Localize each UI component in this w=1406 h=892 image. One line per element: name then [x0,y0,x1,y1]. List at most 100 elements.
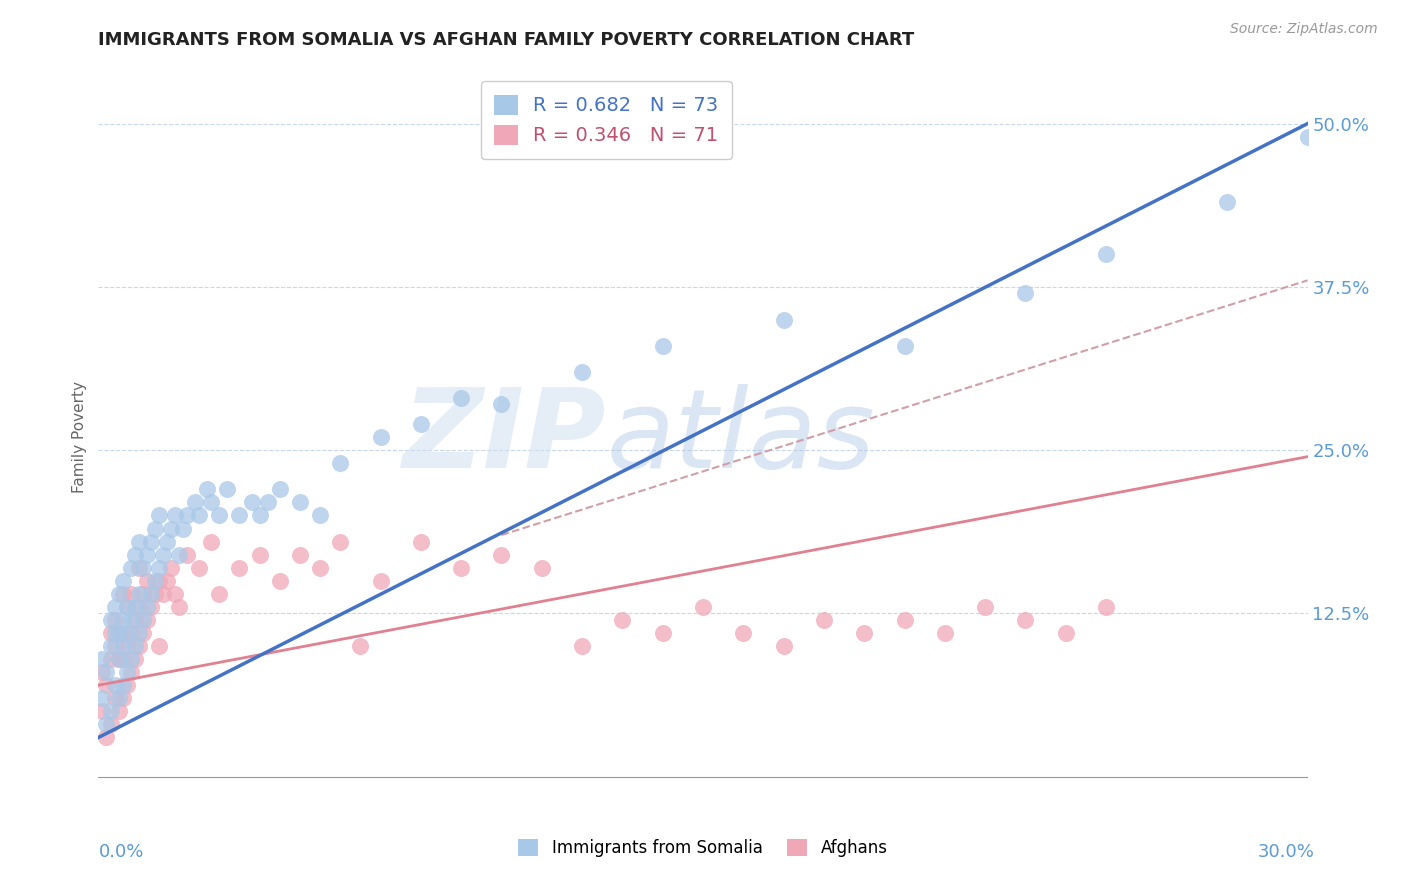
Point [107,652,129,666]
Point [103,678,125,692]
Point [651,626,673,640]
Point [100,705,122,719]
Point [111,639,134,653]
Point [249,508,271,523]
Point [111,587,134,601]
Point [115,678,138,692]
Point [1216,194,1239,209]
Point [148,639,170,653]
Point [893,339,915,353]
Point [135,548,157,562]
Point [132,587,155,601]
Point [124,548,146,562]
Point [571,639,593,653]
Point [200,534,222,549]
Point [152,548,174,562]
Text: atlas: atlas [606,384,875,491]
Point [217,483,239,497]
Point [96,731,118,745]
Point [115,599,138,614]
Point [450,391,472,405]
Point [115,626,138,640]
Point [100,652,122,666]
Point [124,652,146,666]
Point [132,626,155,640]
Text: 30.0%: 30.0% [1258,843,1315,861]
Point [184,495,207,509]
Point [120,613,142,627]
Point [163,587,186,601]
Point [208,508,231,523]
Point [1095,599,1118,614]
Text: IMMIGRANTS FROM SOMALIA VS AFGHAN FAMILY POVERTY CORRELATION CHART: IMMIGRANTS FROM SOMALIA VS AFGHAN FAMILY… [98,31,915,49]
Point [200,495,222,509]
Point [132,613,155,627]
Point [107,705,129,719]
Point [893,613,915,627]
Point [111,626,134,640]
Point [128,599,150,614]
Point [100,639,122,653]
Point [128,560,150,574]
Point [103,613,125,627]
Point [152,587,174,601]
Point [370,430,392,444]
Point [143,587,166,601]
Point [128,534,150,549]
Point [228,560,250,574]
Point [111,691,134,706]
Point [111,652,134,666]
Point [115,665,138,680]
Point [329,456,352,470]
Point [256,495,278,509]
Point [148,560,170,574]
Point [139,587,162,601]
Point [103,626,125,640]
Point [100,626,122,640]
Point [120,587,142,601]
Point [195,483,218,497]
Point [974,599,997,614]
Point [103,691,125,706]
Point [269,483,291,497]
Point [1014,613,1036,627]
Point [91,691,114,706]
Point [143,521,166,535]
Point [132,560,155,574]
Point [124,613,146,627]
Point [1095,247,1118,261]
Point [450,560,472,574]
Point [1296,129,1319,144]
Point [409,417,432,431]
Point [103,599,125,614]
Point [128,639,150,653]
Point [163,508,186,523]
Point [120,665,142,680]
Point [100,613,122,627]
Point [269,574,291,588]
Y-axis label: Family Poverty: Family Poverty [72,381,87,493]
Point [135,574,157,588]
Point [349,639,371,653]
Point [148,508,170,523]
Point [107,652,129,666]
Point [409,534,432,549]
Point [111,574,134,588]
Point [176,508,198,523]
Point [813,613,835,627]
Point [139,534,162,549]
Text: Source: ZipAtlas.com: Source: ZipAtlas.com [1230,22,1378,37]
Point [934,626,956,640]
Point [370,574,392,588]
Point [612,613,634,627]
Point [188,508,211,523]
Text: ZIP: ZIP [402,384,606,491]
Point [208,587,231,601]
Point [111,613,134,627]
Point [309,560,332,574]
Point [120,652,142,666]
Point [107,626,129,640]
Point [120,626,142,640]
Point [188,560,211,574]
Point [139,599,162,614]
